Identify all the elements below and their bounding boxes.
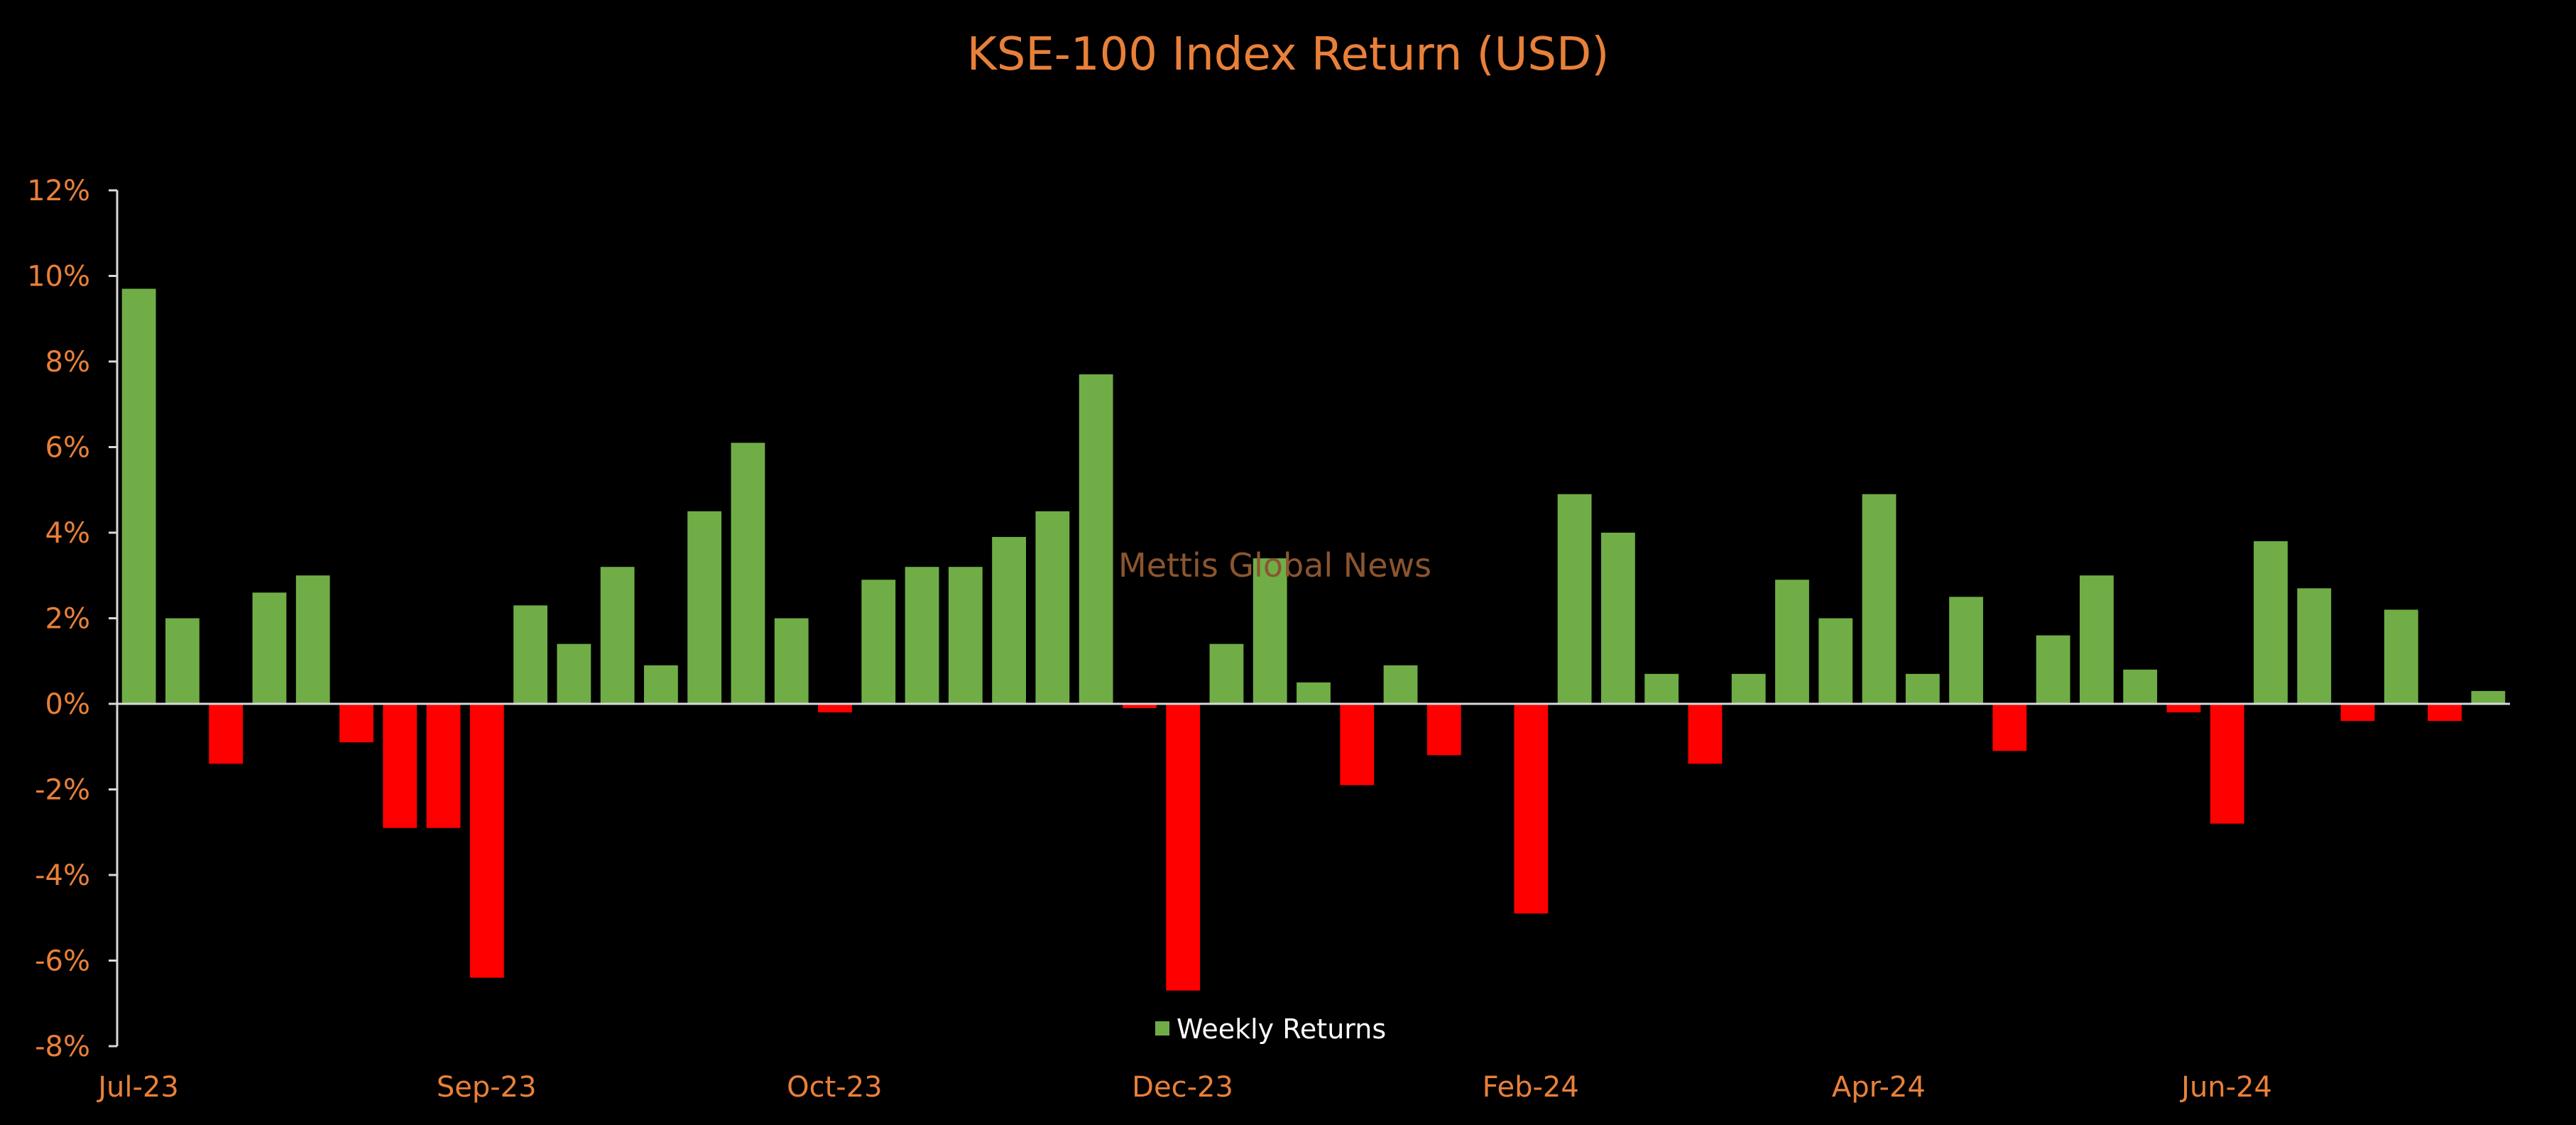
bar <box>644 665 678 704</box>
bar <box>121 288 156 704</box>
bar <box>1905 673 1940 704</box>
legend-label: Weekly Returns <box>1177 1013 1386 1045</box>
bar <box>252 592 287 704</box>
bar <box>1426 704 1461 756</box>
y-tick-label: -8% <box>35 1031 90 1063</box>
bar <box>557 643 591 704</box>
bar <box>600 567 635 704</box>
bar <box>1818 618 1853 704</box>
x-axis-ticks: Jul-23 Sep-23 Oct-23 Dec-23 Feb-24 Apr-24 Jun-… <box>96 1071 2272 1104</box>
x-tick-label: Sep-23 <box>437 1071 537 1104</box>
bar <box>1862 494 1896 704</box>
bar <box>1035 511 1070 704</box>
bar <box>1601 533 1635 704</box>
watermark-annotation: Mettis Global News <box>1118 546 1431 585</box>
bar <box>2428 704 2462 722</box>
bar <box>2166 704 2201 713</box>
bar <box>2080 575 2114 704</box>
bar <box>426 704 461 828</box>
x-tick-label: Jul-23 <box>96 1071 179 1104</box>
bar <box>2036 635 2070 704</box>
bar <box>687 511 722 704</box>
bar <box>165 618 200 704</box>
y-tick-label: -6% <box>35 945 90 978</box>
bar <box>469 704 504 978</box>
bar <box>1949 597 1983 704</box>
bar <box>905 567 939 704</box>
bar <box>1731 673 1766 704</box>
bar <box>2297 588 2332 704</box>
y-tick-label: 10% <box>27 261 90 293</box>
bar <box>1383 665 1418 704</box>
bar-series <box>121 288 2506 991</box>
y-tick-label: 6% <box>45 432 90 464</box>
bar <box>1252 558 1287 704</box>
bar <box>1297 682 1331 704</box>
bar <box>1775 580 1809 704</box>
x-tick-label: Dec-23 <box>1132 1071 1233 1104</box>
y-tick-label: 12% <box>27 175 90 207</box>
bar <box>948 567 983 704</box>
y-axis-ticks: -8% -6% -4% -2% 0% 2% 4% 6% 8% 10% 12% <box>27 175 117 1063</box>
x-tick-label: Feb-24 <box>1483 1071 1579 1104</box>
bar <box>209 704 244 764</box>
bar <box>774 618 809 704</box>
bar <box>1557 494 1592 704</box>
legend: Weekly Returns <box>1155 1013 1386 1045</box>
bar <box>1340 704 1375 786</box>
bar <box>1992 704 2027 751</box>
bar <box>1514 704 1549 914</box>
y-tick-label: 4% <box>45 517 90 550</box>
bar <box>992 537 1026 704</box>
legend-swatch <box>1155 1021 1169 1036</box>
bar <box>1688 704 1723 764</box>
x-tick-label: Apr-24 <box>1832 1071 1926 1104</box>
bar <box>1209 643 1244 704</box>
x-tick-label: Oct-23 <box>787 1071 883 1104</box>
bar <box>2123 669 2158 704</box>
y-tick-label: -2% <box>35 774 90 807</box>
bar <box>2210 704 2244 824</box>
bar <box>383 704 417 828</box>
x-tick-label: Jun-24 <box>2179 1071 2272 1104</box>
bar <box>295 575 330 704</box>
y-tick-label: 0% <box>45 688 90 721</box>
bar <box>2384 609 2418 704</box>
bar <box>2254 541 2288 704</box>
chart-title: KSE-100 Index Return (USD) <box>967 28 1610 81</box>
bar <box>1644 673 1679 704</box>
bar <box>1079 374 1113 704</box>
bar <box>1166 704 1201 991</box>
bar <box>513 605 547 704</box>
bar <box>1123 704 1157 709</box>
y-tick-label: 2% <box>45 603 90 636</box>
y-tick-label: -4% <box>35 859 90 892</box>
bar <box>2471 690 2506 704</box>
bar <box>861 580 896 704</box>
bar <box>2340 704 2375 722</box>
bar <box>818 704 852 713</box>
bar <box>339 704 373 743</box>
y-tick-label: 8% <box>45 346 90 379</box>
bar <box>731 442 765 704</box>
